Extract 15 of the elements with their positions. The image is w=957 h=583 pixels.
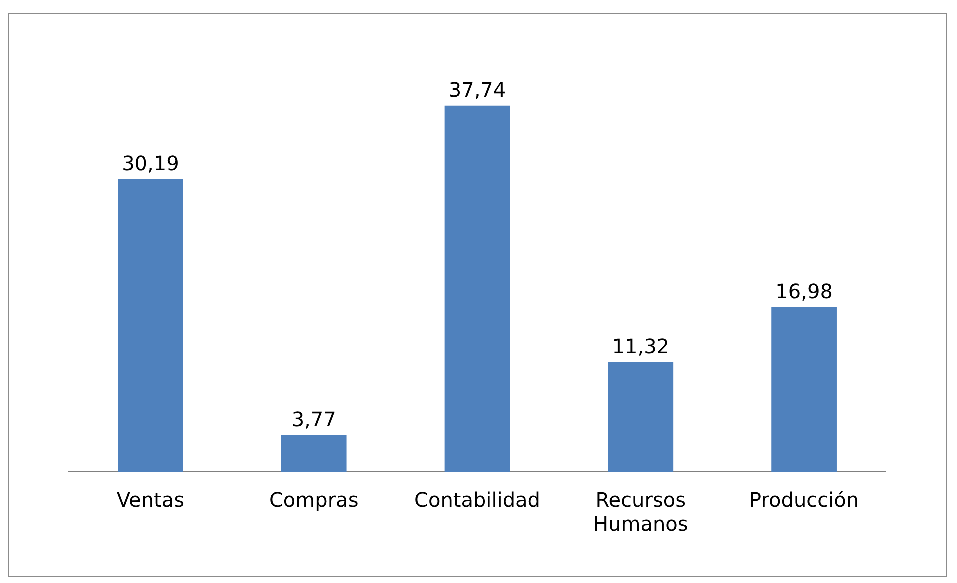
bar (281, 435, 347, 472)
data-label: 16,98 (776, 279, 833, 304)
bar (772, 307, 837, 472)
bar (444, 106, 510, 472)
x-tick-label: Compras (269, 488, 359, 512)
x-tick-label: Ventas (116, 488, 185, 512)
x-tick-label: Producción (750, 488, 860, 512)
data-label: 37,74 (448, 78, 506, 102)
x-tick-label: Recursos Humanos (594, 488, 688, 536)
data-label: 11,32 (612, 334, 670, 358)
x-tick-label: Contabilidad (414, 488, 540, 512)
data-label: 3,77 (292, 408, 336, 432)
bar (118, 179, 184, 472)
data-label: 30,19 (122, 151, 180, 176)
bar (608, 362, 674, 472)
